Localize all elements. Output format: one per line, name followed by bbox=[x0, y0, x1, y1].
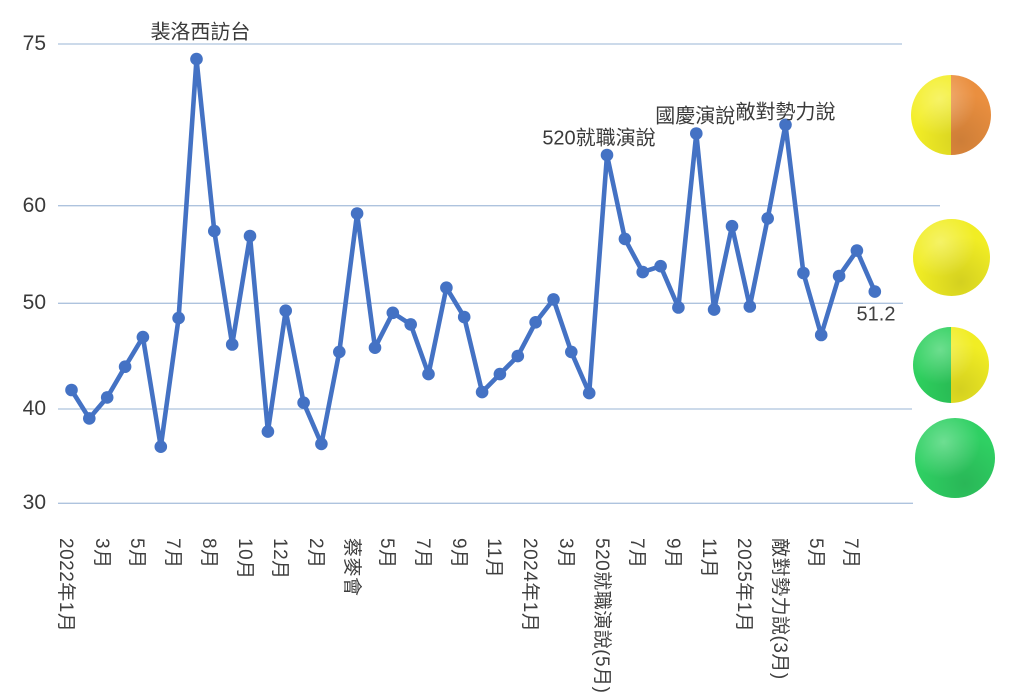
data-point-marker bbox=[404, 318, 418, 331]
yellow-orange-ball bbox=[910, 75, 991, 155]
x-axis-label: 3月 bbox=[90, 538, 112, 569]
data-point-marker bbox=[118, 360, 132, 374]
data-point-marker bbox=[279, 304, 293, 318]
y-axis-label-40: 40 bbox=[22, 397, 46, 420]
x-axis-label: 7月 bbox=[162, 538, 184, 569]
data-point-marker bbox=[475, 385, 489, 399]
data-point-marker bbox=[743, 300, 757, 313]
data-point-marker bbox=[547, 293, 560, 306]
data-point-marker bbox=[368, 341, 382, 355]
data-point-marker bbox=[100, 391, 114, 404]
y-axis-label-50: 50 bbox=[22, 291, 46, 315]
data-point-marker bbox=[315, 437, 328, 451]
data-point-marker bbox=[832, 269, 846, 283]
x-axis-label: 7月 bbox=[626, 538, 648, 569]
data-point-marker bbox=[707, 303, 721, 316]
x-axis-label: 8月 bbox=[197, 538, 219, 569]
data-point-marker bbox=[440, 281, 453, 295]
data-point-marker bbox=[814, 328, 828, 342]
x-axis-label: 2024年1月 bbox=[519, 538, 541, 633]
series-line bbox=[69, 56, 878, 450]
x-axis-label: 3月 bbox=[554, 538, 576, 569]
data-point-marker bbox=[225, 338, 239, 351]
data-point-marker bbox=[457, 310, 471, 324]
data-point-marker bbox=[654, 259, 667, 273]
data-point-marker bbox=[208, 224, 221, 238]
data-point-marker bbox=[565, 345, 578, 359]
x-axis-label: 11月 bbox=[483, 538, 505, 579]
yellow-ball bbox=[913, 219, 990, 296]
data-point-marker bbox=[83, 412, 96, 425]
data-point-marker bbox=[386, 306, 400, 320]
data-point-marker bbox=[797, 266, 810, 280]
data-point-marker bbox=[243, 229, 257, 243]
x-axis-label: 2月 bbox=[304, 538, 326, 569]
data-point-marker bbox=[350, 207, 364, 220]
annotation-label: 敵對勢力說 bbox=[735, 101, 836, 124]
x-axis-label: 5月 bbox=[804, 538, 826, 569]
y-axis-label-30: 30 bbox=[22, 491, 46, 515]
x-axis-label: 9月 bbox=[661, 538, 683, 569]
x-axis-label: 7月 bbox=[412, 538, 433, 569]
annotation-label: 裴洛西訪台 bbox=[150, 21, 251, 44]
data-point-marker bbox=[618, 232, 632, 246]
data-point-marker bbox=[190, 52, 203, 66]
x-axis-label: 520就職演說(5月) bbox=[590, 538, 612, 694]
x-axis-label: 9月 bbox=[447, 538, 469, 569]
x-axis-label: 11月 bbox=[697, 538, 719, 579]
y-axis-label-75: 75 bbox=[22, 32, 46, 55]
x-axis-label: 5月 bbox=[126, 538, 148, 569]
data-point-marker bbox=[422, 367, 435, 381]
data-point-marker bbox=[761, 212, 774, 225]
annotation-label: 國慶演說 bbox=[655, 105, 736, 128]
x-axis-label: 5月 bbox=[376, 538, 398, 569]
data-point-marker bbox=[636, 265, 649, 279]
data-point-marker bbox=[672, 301, 685, 314]
x-axis-label: 10月 bbox=[233, 538, 255, 580]
y-axis-label-60: 60 bbox=[22, 193, 46, 217]
data-point-marker bbox=[529, 316, 542, 329]
data-point-marker bbox=[65, 383, 78, 397]
data-point-marker bbox=[582, 386, 596, 400]
annotation-label: 520就職演說 bbox=[542, 127, 656, 150]
data-point-marker bbox=[172, 311, 185, 325]
data-point-marker bbox=[154, 440, 168, 454]
data-point-marker bbox=[850, 244, 864, 257]
data-point-marker bbox=[333, 345, 346, 359]
green-ball bbox=[915, 417, 995, 498]
data-point-marker bbox=[261, 425, 275, 438]
data-point-marker bbox=[690, 127, 703, 140]
x-axis-label: 12月 bbox=[269, 538, 291, 580]
data-point-marker bbox=[600, 148, 614, 162]
x-axis-label: 7月 bbox=[840, 538, 862, 569]
data-point-marker bbox=[725, 219, 739, 233]
x-axis-label: 蔡麥會 bbox=[340, 538, 362, 597]
green-yellow-ball bbox=[912, 327, 989, 403]
data-point-marker bbox=[136, 330, 150, 344]
data-point-marker bbox=[493, 367, 507, 381]
data-point-marker bbox=[297, 396, 310, 410]
x-axis-label: 2022年1月 bbox=[55, 538, 76, 633]
data-point-marker bbox=[779, 118, 792, 132]
x-axis-label: 敵對勢力說(3月) bbox=[769, 538, 790, 680]
x-axis-label: 2025年1月 bbox=[733, 538, 755, 633]
data-point-marker bbox=[868, 285, 882, 298]
last-point-value-label: 51.2 bbox=[856, 303, 896, 326]
data-point-marker bbox=[511, 349, 525, 363]
